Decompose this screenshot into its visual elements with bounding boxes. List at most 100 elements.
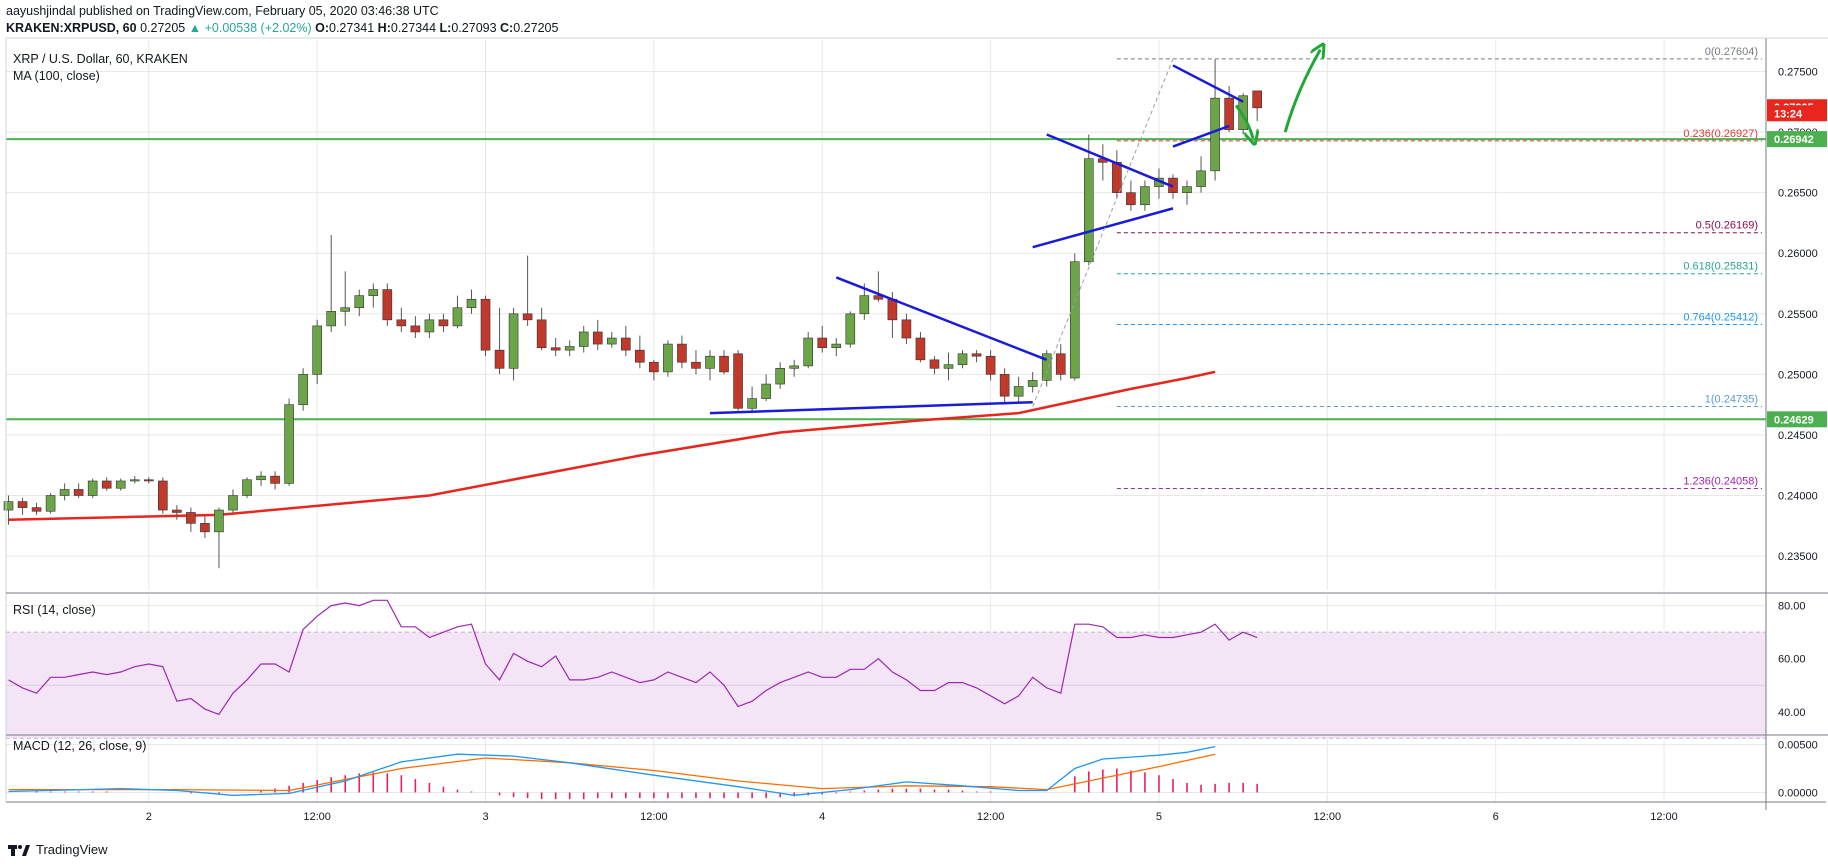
candle <box>691 350 701 375</box>
candle-body-bear <box>901 319 912 339</box>
candle <box>101 477 112 491</box>
last-price: 0.27205 <box>140 21 186 35</box>
candle <box>438 313 449 332</box>
candle <box>957 350 968 369</box>
high-value: 0.27344 <box>390 21 437 35</box>
price-change: ▲ +0.00538 (+2.02%) <box>188 21 312 35</box>
candle <box>522 255 533 326</box>
macd-legend[interactable]: MACD (12, 26, close, 9) <box>13 739 147 753</box>
y-tick-label: 0.25000 <box>1778 369 1818 381</box>
candle <box>59 483 70 501</box>
candle-body-bear <box>438 319 449 327</box>
low-label: L: <box>439 21 452 35</box>
candle-body-bear <box>144 479 154 482</box>
publisher-line: aayushjindal published on TradingView.co… <box>6 4 439 18</box>
candle <box>1084 134 1094 266</box>
support-lines <box>6 138 1766 421</box>
trendline <box>1046 133 1174 188</box>
indicator-layer <box>8 599 1258 800</box>
candle <box>606 331 617 348</box>
candle <box>901 313 912 345</box>
candle-body-bear <box>536 319 547 349</box>
open-label: O: <box>315 21 329 35</box>
candle <box>536 307 547 351</box>
candle <box>17 497 28 515</box>
candle-body-bull <box>1084 158 1094 262</box>
candle <box>1027 371 1038 393</box>
x-tick-label: 3 <box>482 811 488 823</box>
candle-body-bull <box>1238 95 1248 130</box>
fib-label-0: 0(0.27604) <box>1705 46 1758 58</box>
candle <box>747 386 757 414</box>
candle <box>649 359 659 381</box>
candle <box>929 356 940 375</box>
candle-body-bull <box>1027 380 1038 387</box>
candle <box>214 507 224 569</box>
y-tick-label: 0.26000 <box>1778 248 1818 260</box>
candle <box>677 335 687 369</box>
candle <box>999 368 1010 405</box>
candle-body-bear <box>971 353 982 357</box>
fib-label-0.5: 0.5(0.26169) <box>1696 220 1758 232</box>
candle-body-bull <box>831 343 842 349</box>
candle-body-bull <box>789 365 799 369</box>
axis-labels: 212:00312:00412:00512:00612:00712:000.27… <box>146 66 1827 823</box>
candle <box>410 316 421 339</box>
candle-body-bear <box>382 289 393 321</box>
candle <box>158 477 168 514</box>
candle-body-bear <box>635 349 645 363</box>
candle-body-bull <box>803 337 814 367</box>
candle <box>1210 59 1220 181</box>
candle-body-bull <box>312 325 322 375</box>
x-tick-label: 6 <box>1493 811 1499 823</box>
main-legend[interactable]: XRP / U.S. Dollar, 60, KRAKEN <box>13 52 188 66</box>
y-tick-label: 0.27500 <box>1778 66 1818 78</box>
y-tick-label: 0.24000 <box>1778 491 1818 503</box>
candle-body-bear <box>887 298 898 321</box>
candle <box>817 325 828 353</box>
candle-body-bear <box>649 361 659 373</box>
candle-body-bear <box>719 355 729 373</box>
candle-body-bull <box>242 479 252 496</box>
candlestick-series <box>3 59 1262 569</box>
candle-body-bear <box>929 359 940 369</box>
candle-body-bear <box>200 523 210 533</box>
candle-body-bear <box>999 374 1010 397</box>
candle-body-bull <box>214 509 224 533</box>
candle <box>480 295 491 357</box>
candle <box>789 359 799 377</box>
rsi-legend[interactable]: RSI (14, close) <box>13 603 96 617</box>
candle-body-bear <box>410 325 421 333</box>
macd-signal-line <box>8 753 1216 792</box>
candle-body-bull <box>3 501 14 511</box>
symbol-id[interactable]: KRAKEN:XRPUSD, 60 <box>6 21 137 35</box>
candle-body-bear <box>1224 97 1234 130</box>
rsi-band-layer <box>6 631 1766 739</box>
candle-body-bear <box>691 361 701 369</box>
moving-average-layer <box>8 370 1216 521</box>
candle-body-bear <box>17 501 28 508</box>
drawing-annotations <box>709 50 1320 415</box>
candle <box>1041 350 1052 387</box>
candle-body-bull <box>943 364 954 369</box>
candle <box>705 350 715 381</box>
ma-legend[interactable]: MA (100, close) <box>13 69 100 83</box>
rsi-tick-label: 60.00 <box>1778 654 1806 666</box>
candle <box>256 471 266 486</box>
candle-body-bull <box>1210 97 1220 172</box>
price-badge <box>1767 105 1827 122</box>
candle <box>915 331 926 363</box>
macd-line <box>8 745 1216 796</box>
candle <box>73 483 84 498</box>
candle <box>186 507 196 532</box>
direction-arrow <box>1234 104 1253 138</box>
candle <box>635 335 645 369</box>
candle-body-bear <box>396 319 407 327</box>
candle <box>1140 180 1150 211</box>
candle <box>761 374 771 402</box>
candle <box>326 235 336 332</box>
candle-body-bear <box>494 349 505 369</box>
candle-body-bull <box>508 313 519 369</box>
candle-body-bear <box>1126 192 1136 206</box>
